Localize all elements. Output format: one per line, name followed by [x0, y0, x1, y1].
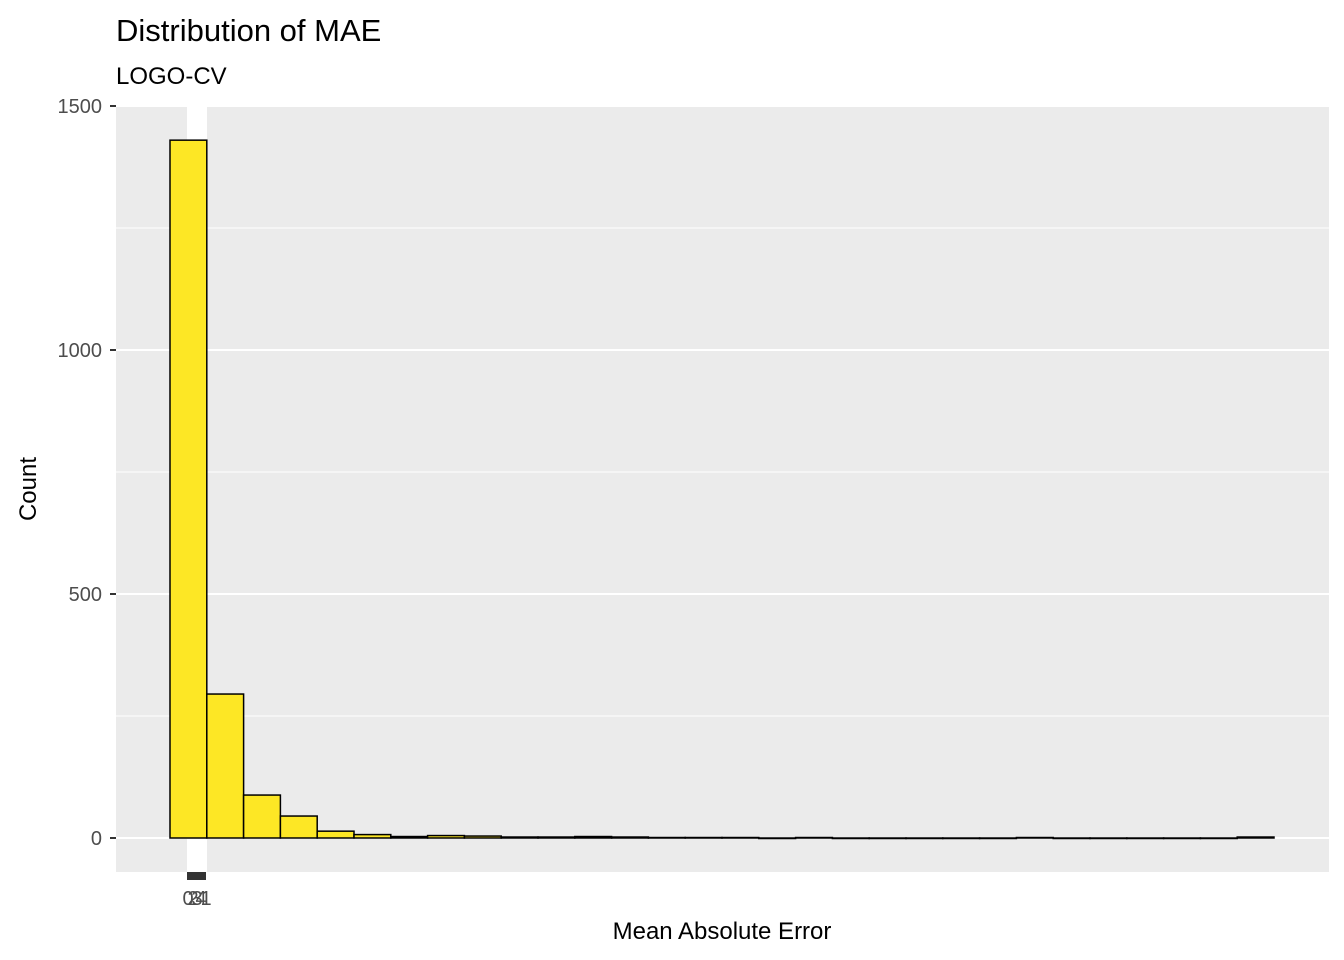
y-tick-label: 0 [91, 828, 102, 850]
histogram-bar [905, 837, 944, 840]
histogram-bar [426, 834, 466, 839]
x-tick-label: 1 [200, 888, 211, 910]
histogram-bar [647, 836, 686, 839]
histogram-bar [1162, 837, 1202, 840]
histogram-bar [1015, 836, 1054, 839]
x-tick-label: 3 [191, 888, 202, 910]
histogram-bar [1199, 837, 1238, 840]
histogram-bar [1126, 837, 1165, 840]
histogram-bar [1089, 837, 1128, 840]
plot-panel [116, 106, 1329, 872]
bars [169, 139, 1275, 840]
histogram-bar [169, 139, 208, 839]
histogram-bar [794, 836, 834, 839]
histogram-bar [279, 815, 318, 839]
x-tick-label: 2 [187, 888, 198, 910]
histogram-bar [316, 830, 355, 839]
histogram-bar [206, 693, 245, 839]
histogram-bar [353, 833, 392, 839]
chart-title: Distribution of MAE [116, 13, 381, 48]
x-tick-marks-overlapping [187, 872, 206, 880]
histogram-bar [942, 837, 981, 840]
y-tick-label: 500 [69, 584, 102, 606]
histogram-bar [500, 836, 539, 839]
x-tick-label: 4 [195, 888, 206, 910]
histogram-bar [390, 835, 429, 839]
histogram-bar [684, 836, 723, 839]
histogram-bar [1236, 836, 1275, 839]
histogram-bar [463, 835, 502, 839]
histogram-bar [831, 837, 870, 840]
y-tick-label: 1000 [58, 340, 103, 362]
histogram-bar [574, 835, 613, 839]
x-axis-title: Mean Absolute Error [613, 918, 832, 945]
histogram-bar [242, 794, 282, 839]
y-axis-title: Count [15, 457, 42, 521]
histogram-bar [537, 836, 576, 839]
x-tick-label: 0 [182, 888, 193, 910]
histogram-bar [1052, 837, 1091, 840]
y-tick-label: 1500 [58, 96, 103, 118]
y-axis-ticks: 0 500 1000 1500 [58, 96, 116, 850]
histogram-bar [868, 837, 907, 840]
histogram-bar [758, 837, 797, 840]
histogram-bar [978, 837, 1018, 840]
histogram-bar [721, 836, 760, 839]
chart-subtitle: LOGO-CV [116, 63, 227, 90]
histogram-bar [610, 836, 650, 839]
